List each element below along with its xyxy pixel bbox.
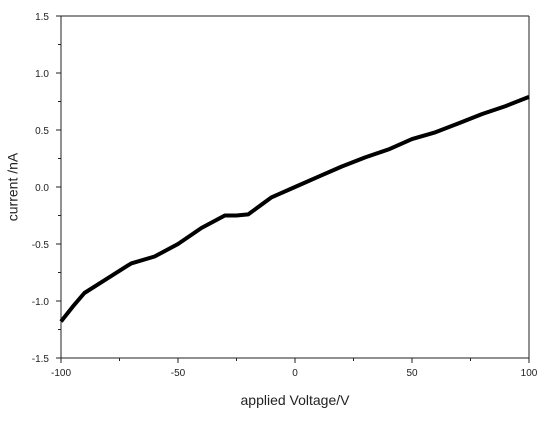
x-tick-label: 100	[521, 368, 538, 379]
x-axis-label: applied Voltage/V	[241, 392, 351, 408]
ticks	[56, 15, 530, 363]
series-line	[59, 95, 530, 323]
x-tick-label: -100	[51, 368, 71, 379]
y-tick-label: 0.5	[35, 126, 49, 137]
y-tick-label: 1.5	[35, 12, 49, 23]
y-tick-label: 0.0	[35, 183, 49, 194]
y-tick-label: 1.0	[35, 69, 49, 80]
y-axis-label: current /nA	[5, 152, 21, 221]
y-tick-label: -1.0	[32, 297, 50, 308]
x-tick-label: -50	[171, 368, 186, 379]
tick-labels: -100 -50 0 50 100 -1.5 -1.0 -0.5 0.0 0.5 1.0 1.5	[32, 12, 538, 379]
y-tick-label: -0.5	[32, 240, 50, 251]
y-tick-label: -1.5	[32, 354, 50, 365]
x-tick-label: 50	[406, 368, 418, 379]
series-layer	[59, 95, 530, 323]
x-tick-label: 0	[292, 368, 298, 379]
